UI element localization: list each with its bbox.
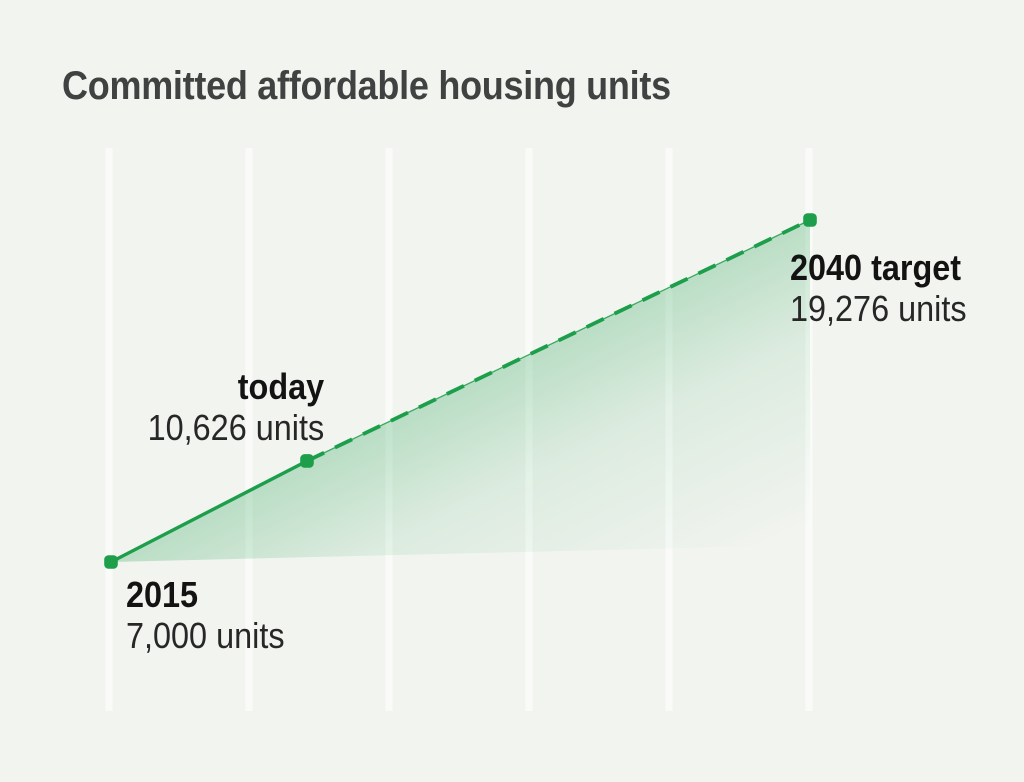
annotation-today: today 10,626 units	[147, 366, 324, 448]
annotation-2015: 2015 7,000 units	[126, 574, 285, 656]
point-value-2040-target: 19,276 units	[790, 288, 967, 329]
data-point-today	[300, 454, 314, 468]
point-label-2040-target: 2040 target	[790, 247, 962, 288]
trend-line-solid	[109, 459, 309, 564]
data-point-2015	[104, 555, 118, 569]
point-value-2015: 7,000 units	[126, 615, 285, 656]
area-fill	[111, 220, 810, 562]
point-label-2015: 2015	[126, 574, 199, 615]
point-label-today: today	[237, 366, 324, 407]
trend-edge-thin	[306, 219, 811, 462]
point-value-today: 10,626 units	[147, 407, 324, 448]
annotation-2040-target: 2040 target 19,276 units	[790, 247, 967, 329]
chart-title: Committed affordable housing units	[62, 64, 671, 108]
data-point-2040-target	[803, 213, 817, 227]
